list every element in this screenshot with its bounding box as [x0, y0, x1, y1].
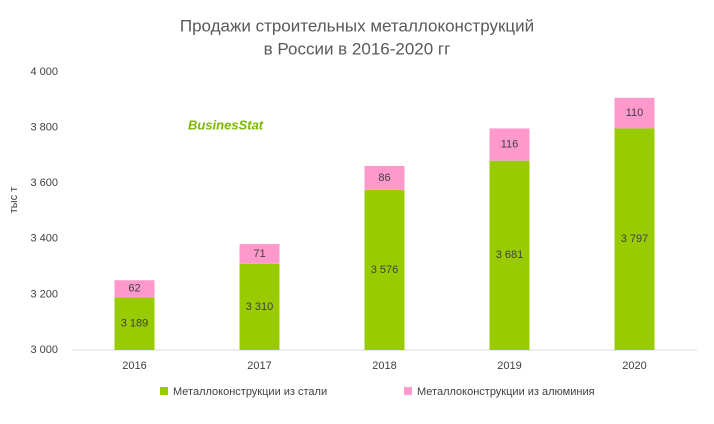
data-label: 110: [626, 107, 644, 119]
bar-segment: [114, 280, 155, 298]
logo: BusinesStat: [188, 117, 264, 132]
bar-segment: [239, 244, 280, 264]
bar-segment: [239, 263, 280, 350]
bar-segment: [489, 128, 530, 161]
bar-segment: [614, 128, 655, 350]
y-tick-label: 4 000: [30, 66, 58, 78]
x-tick-label: 2018: [372, 360, 396, 372]
y-tick-label: 3 600: [30, 177, 58, 189]
chart-title: Продажи строительных металлоконструкций: [180, 16, 534, 35]
bar-segment: [364, 189, 405, 350]
data-label: 3 681: [496, 249, 524, 261]
legend-swatch: [160, 387, 168, 395]
data-label: 3 797: [621, 233, 649, 245]
chart-title: в России в 2016-2020 гг: [264, 39, 451, 58]
x-tick-label: 2020: [622, 360, 646, 372]
bar-segment: [489, 160, 530, 350]
data-label: 116: [501, 138, 519, 150]
x-tick-label: 2016: [122, 360, 146, 372]
legend-swatch: [404, 387, 412, 395]
data-label: 86: [378, 172, 390, 184]
data-label: 3 576: [371, 264, 399, 276]
bar-segment: [114, 297, 155, 350]
y-tick-label: 3 000: [30, 344, 58, 356]
legend-label: Металлоконструкции из стали: [173, 386, 327, 398]
y-axis-label: тыс т: [8, 187, 20, 214]
bar-segment: [614, 97, 655, 129]
legend-label: Металлоконструкции из алюминия: [417, 386, 595, 398]
data-label: 62: [128, 283, 140, 295]
data-label: 3 189: [121, 318, 149, 330]
y-tick-label: 3 800: [30, 122, 58, 134]
data-label: 3 310: [246, 301, 274, 313]
y-tick-label: 3 200: [30, 288, 58, 300]
y-tick-label: 3 400: [30, 233, 58, 245]
data-label: 71: [253, 248, 265, 260]
x-tick-label: 2017: [247, 360, 271, 372]
bar-segment: [364, 165, 405, 190]
x-tick-label: 2019: [497, 360, 521, 372]
